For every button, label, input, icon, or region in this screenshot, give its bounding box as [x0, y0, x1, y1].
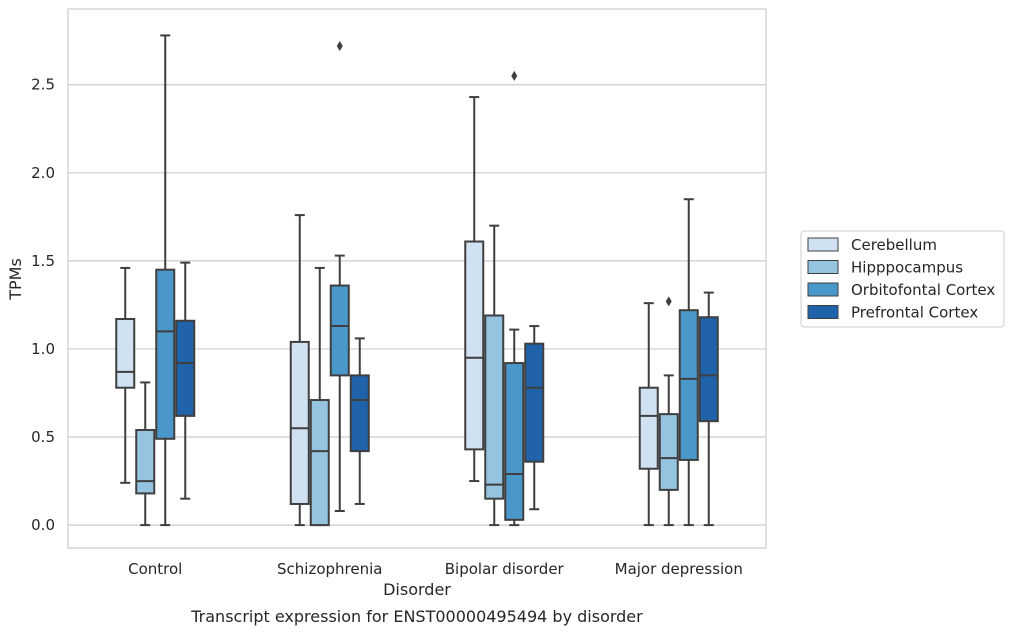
legend-frame — [800, 230, 1005, 328]
box-orbitofontal-cortex — [155, 34, 176, 527]
box-hipppocampus — [484, 224, 505, 527]
x-tick-label: Bipolar disorder — [445, 560, 565, 578]
box-cerebellum — [464, 96, 485, 483]
legend-label: Prefrontal Cortex — [851, 304, 978, 322]
x-tick-label: Major depression — [615, 560, 743, 578]
y-tick-label: 0.5 — [31, 428, 55, 446]
box-prefrontal-cortex — [698, 291, 719, 527]
box-prefrontal-cortex — [175, 261, 196, 500]
y-tick-label: 2.5 — [31, 76, 55, 94]
legend-swatch — [807, 282, 839, 297]
legend-swatch — [807, 305, 839, 319]
box-outlier — [336, 40, 343, 51]
box-cerebellum — [289, 214, 310, 527]
legend-label: Orbitofontal Cortex — [851, 281, 995, 299]
chart-caption: Transcript expression for ENST0000049549… — [190, 607, 643, 626]
x-axis-ticks: Control Schizophrenia Bipolar disorder Majo… — [128, 560, 743, 578]
box-body — [504, 362, 525, 521]
box-body — [329, 284, 350, 377]
legend-swatch — [807, 237, 839, 252]
box-cerebellum — [115, 266, 136, 484]
y-tick-label: 1.0 — [31, 340, 55, 358]
box-body — [484, 314, 505, 500]
box-outlier — [511, 70, 518, 81]
box-body — [658, 413, 679, 491]
box-body — [155, 268, 176, 440]
box-hipppocampus — [658, 296, 679, 527]
y-tick-label: 0.0 — [31, 516, 55, 534]
legend-label: Cerebellum — [851, 236, 937, 254]
box-series — [115, 34, 719, 527]
legend-label: Hipppocampus — [851, 259, 963, 277]
box-hipppocampus — [135, 381, 156, 527]
box-body — [289, 340, 310, 505]
box-prefrontal-cortex — [524, 325, 545, 511]
y-tick-label: 2.0 — [31, 164, 55, 182]
legend-swatch — [807, 260, 839, 274]
box-body — [638, 386, 659, 470]
legend: Cerebellum Hipppocampus Orbitofontal Corte… — [800, 230, 1005, 328]
box-hipppocampus — [309, 266, 330, 527]
x-tick-label: Control — [128, 560, 182, 578]
box-body — [135, 428, 156, 495]
x-axis-title: Disorder — [383, 580, 451, 599]
y-tick-label: 1.5 — [31, 252, 55, 270]
box-orbitofontal-cortex — [329, 40, 350, 513]
box-orbitofontal-cortex — [504, 70, 525, 527]
plot-frame — [67, 8, 767, 549]
box-body — [678, 309, 699, 461]
box-body — [524, 342, 545, 463]
box-body — [309, 399, 330, 527]
box-body — [115, 318, 136, 389]
box-body — [464, 240, 485, 451]
box-cerebellum — [638, 302, 659, 527]
box-body — [175, 319, 196, 417]
box-body — [698, 316, 719, 423]
y-axis-title: TPMs — [6, 258, 25, 301]
box-body — [349, 374, 370, 453]
box-prefrontal-cortex — [349, 337, 370, 505]
x-tick-label: Schizophrenia — [277, 560, 382, 578]
box-orbitofontal-cortex — [678, 198, 699, 527]
y-axis-ticks: 0.0 0.5 1.0 1.5 2.0 2.5 — [31, 76, 55, 534]
box-outlier — [665, 296, 672, 307]
